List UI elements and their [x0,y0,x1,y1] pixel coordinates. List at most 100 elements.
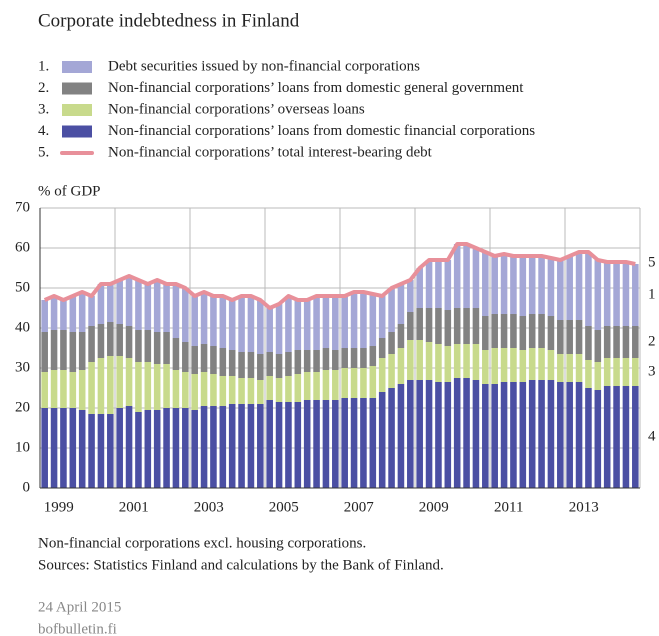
bar-segment [566,320,573,354]
legend-number: 2. [38,80,49,96]
bar-segment [322,370,330,400]
bar-segment [453,308,461,344]
bar-segment [482,316,489,350]
bar-segment [294,402,302,488]
y-tick-label: 0 [23,479,31,495]
bar-segment [425,342,433,380]
bar-segment [519,256,527,316]
bar-segment [69,372,77,408]
bar-segment [378,392,386,488]
bar-segment [172,370,180,408]
legend-swatch [62,125,92,138]
bar-segment [332,400,339,488]
bar-segment [557,382,564,488]
legend-swatch [62,104,92,116]
bar-segment [41,408,48,488]
bar-segment [332,350,339,370]
bar-segment [303,400,311,488]
x-tick-label: 2003 [194,499,224,515]
bar-segment [369,346,377,366]
bar-segment [60,300,67,330]
bar-segment [622,358,630,386]
legend-number: 3. [38,101,49,117]
bar-segment [472,344,480,380]
bar-segment [69,332,77,372]
legend-number: 5. [38,144,49,160]
bar-segment [397,384,405,488]
bar-segment [210,374,217,406]
bar-segment [50,408,58,488]
bar-segment [107,414,114,488]
bar-segment [97,324,105,358]
bar-segment [313,372,320,400]
bar-segment [210,406,217,488]
bar-segment [613,386,620,488]
bar-segment [622,262,630,326]
bar-segment [435,382,442,488]
bar-segment [482,252,489,316]
bar-segment [144,362,152,410]
bar-segment [528,314,536,348]
bar-segment [482,350,489,384]
bar-segment [125,326,133,358]
bar-segment [50,330,58,370]
bar-segment [191,296,198,346]
bar-segment [294,300,302,350]
bar-segment [107,322,114,356]
bar-segment [341,296,348,348]
bar-segment [444,260,452,310]
x-tick-label: 2007 [344,499,375,515]
bar-segment [500,314,508,348]
bar-segment [144,410,152,488]
x-tick-label: 2013 [569,499,599,515]
bar-segment [378,296,386,338]
bar-segment [594,390,602,488]
bar-segment [369,366,377,398]
note: Sources: Statistics Finland and calculat… [38,557,444,573]
bar-segment [416,380,423,488]
bar-segment [613,326,620,358]
bar-segment [603,326,611,358]
bar-segment [341,398,348,488]
bar-segment [125,358,133,406]
bar-segment [247,352,255,378]
bar-segment [144,284,152,330]
bar-segment [78,370,86,410]
bar-segment [341,348,348,368]
bar-segment [69,296,77,332]
y-tick-label: 40 [15,319,30,335]
bar-segment [303,350,311,372]
bar-segment [519,316,527,350]
bar-segment [416,340,423,380]
bar-segment [575,354,583,382]
bar-segment [191,346,198,374]
bar-segment [369,294,377,346]
bar-segment [622,326,630,358]
bar-segment [153,280,161,332]
bar-segment [538,314,545,348]
bar-segment [266,352,273,376]
bar-segment [88,362,95,414]
bar-segment [444,310,452,346]
bar-segment [463,244,470,308]
bar-segment [247,378,255,404]
bar-segment [566,354,573,382]
bar-segment [407,340,414,380]
y-tick-label: 10 [15,439,30,455]
bar-segment [407,280,414,312]
bar-segment [313,296,320,350]
bar-segment [257,300,264,354]
bar-segment [60,330,67,370]
bar-segment [191,374,198,410]
bar-segment [182,372,189,408]
bar-segment [500,382,508,488]
bar-segment [528,380,536,488]
bar-segment [172,408,180,488]
bar-segment [350,398,358,488]
bar-segment [257,404,264,488]
bar-segment [41,300,48,332]
bar-segment [78,410,86,488]
x-tick-label: 2011 [494,499,523,515]
bar-segment [41,332,48,372]
